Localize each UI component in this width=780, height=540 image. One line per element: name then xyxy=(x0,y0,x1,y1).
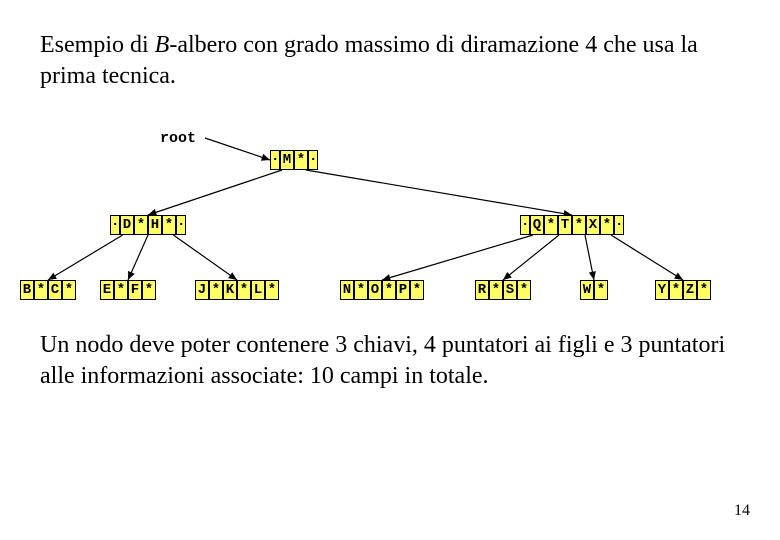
ptr-cell: * xyxy=(142,280,156,300)
key-cell: S xyxy=(503,280,517,300)
ptr-cell: * xyxy=(114,280,128,300)
ptr-cell: * xyxy=(34,280,48,300)
ptr-cell: * xyxy=(162,215,176,235)
key-cell: M xyxy=(280,150,294,170)
key-cell: W xyxy=(580,280,594,300)
ptr-cell: * xyxy=(209,280,223,300)
ptr-cell: · xyxy=(308,150,318,170)
ptr-cell: · xyxy=(110,215,120,235)
ptr-cell: * xyxy=(669,280,683,300)
key-cell: L xyxy=(251,280,265,300)
ptr-cell: * xyxy=(517,280,531,300)
ptr-cell: · xyxy=(614,215,624,235)
page-number: 14 xyxy=(734,502,750,520)
title-b-italic: B xyxy=(155,32,170,58)
ptr-cell: · xyxy=(176,215,186,235)
key-cell: T xyxy=(558,215,572,235)
key-cell: Q xyxy=(530,215,544,235)
ptr-cell: * xyxy=(134,215,148,235)
key-cell: X xyxy=(586,215,600,235)
ptr-cell: * xyxy=(237,280,251,300)
key-cell: P xyxy=(396,280,410,300)
tree-node: N*O*P* xyxy=(340,280,424,300)
ptr-cell: * xyxy=(594,280,608,300)
key-cell: C xyxy=(48,280,62,300)
key-cell: R xyxy=(475,280,489,300)
title-part1: Esempio di xyxy=(40,32,155,58)
root-label: root xyxy=(160,130,196,147)
key-cell: Y xyxy=(655,280,669,300)
btree-diagram: root ·M*··D*H*··Q*T*X*·B*C*E*F*J*K*L*N*O… xyxy=(0,120,780,310)
key-cell: O xyxy=(368,280,382,300)
key-cell: K xyxy=(223,280,237,300)
ptr-cell: * xyxy=(544,215,558,235)
key-cell: N xyxy=(340,280,354,300)
key-cell: F xyxy=(128,280,142,300)
ptr-cell: * xyxy=(265,280,279,300)
tree-node: E*F* xyxy=(100,280,156,300)
tree-node: Y*Z* xyxy=(655,280,711,300)
tree-node: B*C* xyxy=(20,280,76,300)
ptr-cell: · xyxy=(270,150,280,170)
ptr-cell: * xyxy=(697,280,711,300)
tree-node: W* xyxy=(580,280,608,300)
key-cell: D xyxy=(120,215,134,235)
ptr-cell: * xyxy=(489,280,503,300)
ptr-cell: * xyxy=(382,280,396,300)
key-cell: Z xyxy=(683,280,697,300)
ptr-cell: * xyxy=(600,215,614,235)
tree-node: ·D*H*· xyxy=(110,215,186,235)
body-text: Un nodo deve poter contenere 3 chiavi, 4… xyxy=(40,330,740,392)
title: Esempio di B-albero con grado massimo di… xyxy=(40,30,740,92)
ptr-cell: · xyxy=(520,215,530,235)
tree-node: R*S* xyxy=(475,280,531,300)
key-cell: H xyxy=(148,215,162,235)
ptr-cell: * xyxy=(62,280,76,300)
key-cell: B xyxy=(20,280,34,300)
ptr-cell: * xyxy=(572,215,586,235)
key-cell: E xyxy=(100,280,114,300)
tree-node: J*K*L* xyxy=(195,280,279,300)
ptr-cell: * xyxy=(354,280,368,300)
ptr-cell: * xyxy=(410,280,424,300)
ptr-cell: * xyxy=(294,150,308,170)
tree-node: ·M*· xyxy=(270,150,318,170)
key-cell: J xyxy=(195,280,209,300)
tree-node: ·Q*T*X*· xyxy=(520,215,624,235)
